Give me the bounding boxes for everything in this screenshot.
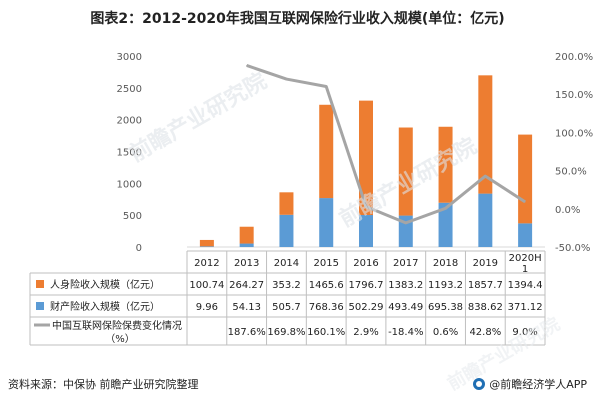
x-tick-label: 2014 (274, 258, 299, 269)
x-tick-label: 2015 (313, 258, 338, 269)
source-note: 资料来源：中保协 前瞻产业研究院整理 (8, 378, 199, 391)
bar-property (398, 215, 413, 247)
growth-point (325, 85, 327, 87)
y-right-tick-label: 200.0% (555, 52, 593, 63)
y-left-tick-label: 2500 (117, 84, 142, 95)
x-tick-label: 2013 (234, 258, 259, 269)
bar-property (319, 198, 334, 247)
data-label-growth: 2.9% (353, 327, 378, 338)
growth-point (246, 64, 248, 66)
data-label-life: 1394.4 (508, 280, 543, 291)
x-tick-label: 2019 (473, 258, 498, 269)
legend-swatch-property (36, 302, 44, 310)
x-tick-label: 2016 (353, 258, 378, 269)
brand-attribution: @前瞻经济学人APP (473, 376, 587, 392)
data-label-life: 1465.6 (309, 280, 344, 291)
x-tick-label: 2020H (509, 253, 542, 264)
bar-life (478, 75, 493, 194)
data-label-life: 1193.2 (428, 280, 463, 291)
y-right-tick-label: 150.0% (555, 90, 593, 101)
legend-label-growth: 中国互联网保险保费变化情况 (52, 319, 182, 332)
data-label-life: 264.27 (229, 280, 264, 291)
data-label-property: 502.29 (349, 302, 384, 313)
data-label-growth: -18.4% (388, 327, 423, 338)
data-label-life: 1383.2 (388, 280, 423, 291)
bar-property (279, 214, 294, 247)
data-label-property: 768.36 (309, 302, 344, 313)
x-tick-label: 2012 (194, 258, 219, 269)
legend-label-life: 人身险收入规模（亿元） (50, 278, 160, 291)
legend-swatch-life (36, 280, 44, 288)
y-right-tick-label: 100.0% (555, 128, 593, 139)
data-label-growth: 9.0% (512, 327, 537, 338)
y-left-tick-label: 3000 (117, 52, 142, 63)
bar-property (518, 223, 533, 247)
y-right-tick-label: 50.0% (555, 167, 587, 178)
growth-point (445, 207, 447, 209)
brand-text: @前瞻经济学人APP (489, 378, 587, 391)
legend-label-property: 财产险收入规模（亿元） (50, 300, 160, 313)
bar-property (438, 202, 453, 247)
data-label-growth: 0.6% (433, 327, 458, 338)
bar-life (239, 226, 254, 244)
data-label-life: 100.74 (189, 280, 224, 291)
bar-life (518, 134, 533, 224)
y-left-tick-label: 0 (136, 243, 142, 254)
growth-line (246, 64, 526, 225)
x-tick-label: 2017 (393, 258, 418, 269)
bar-life (359, 100, 373, 216)
y-left-tick-label: 2000 (117, 116, 142, 127)
y-left-tick-label: 1000 (117, 179, 142, 190)
data-label-property: 505.7 (272, 302, 301, 313)
bar-life (199, 239, 214, 247)
data-label-life: 1796.7 (349, 280, 384, 291)
x-tick-label: 2018 (433, 258, 458, 269)
y-left-tick-label: 500 (123, 211, 142, 222)
bar-life (398, 127, 413, 216)
data-label-property: 493.49 (388, 302, 423, 313)
growth-point (524, 201, 526, 203)
x-tick-label: 1 (522, 264, 528, 275)
y-left-tick-label: 1500 (117, 148, 142, 159)
bar-property (199, 246, 214, 247)
growth-point (365, 206, 367, 208)
bar-property (359, 215, 373, 247)
data-label-life: 1857.7 (468, 280, 503, 291)
bar-life (319, 104, 334, 199)
data-label-property: 371.12 (508, 302, 543, 313)
data-label-property: 838.62 (468, 302, 503, 313)
bar-life (438, 126, 453, 203)
bar-property (239, 243, 254, 247)
data-label-property: 54.13 (232, 302, 261, 313)
data-label-growth: 169.8% (267, 327, 305, 338)
data-label-growth: 187.6% (228, 327, 266, 338)
legend-label-growth-unit: （%） (105, 333, 135, 345)
y-right-tick-label: -50.0% (555, 243, 590, 254)
brand-logo-icon (473, 378, 486, 390)
growth-point (405, 222, 407, 224)
data-label-growth: 42.8% (469, 327, 501, 338)
data-label-growth: 160.1% (307, 327, 345, 338)
data-label-property: 695.38 (428, 302, 463, 313)
bar-property (478, 193, 493, 247)
data-label-property: 9.96 (196, 302, 218, 313)
y-right-tick-label: 0.0% (555, 205, 580, 216)
growth-point (484, 175, 486, 177)
growth-point (285, 78, 287, 80)
data-label-life: 353.2 (272, 280, 301, 291)
bar-life (279, 192, 294, 215)
chart-title: 图表2：2012-2020年我国互联网保险行业收入规模(单位：亿元) (90, 11, 505, 27)
